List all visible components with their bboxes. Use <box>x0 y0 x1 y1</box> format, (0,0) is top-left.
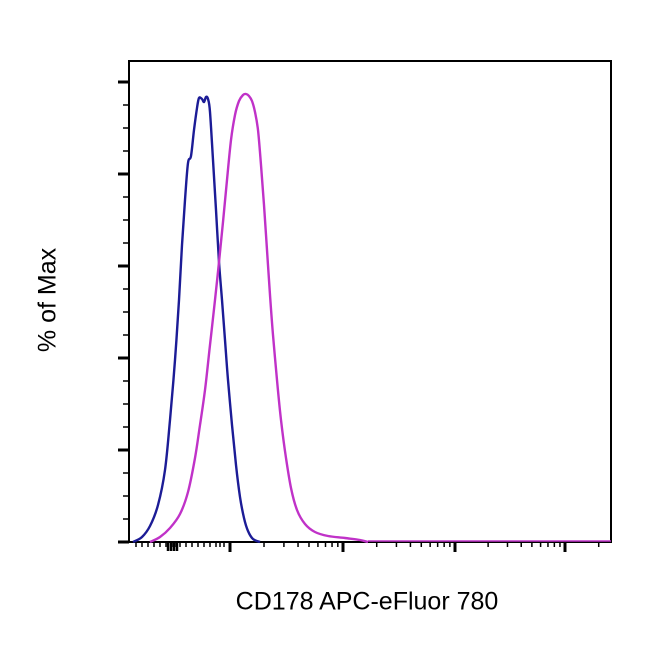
y-axis-label: % of Max <box>33 247 62 353</box>
histogram-series <box>132 92 611 544</box>
x-axis-label: CD178 APC-eFluor 780 <box>235 587 499 616</box>
x-axis-ticks <box>135 542 600 552</box>
y-axis-ticks <box>118 80 129 544</box>
isotype-control-histogram-line <box>132 95 261 544</box>
stained-sample-histogram-line <box>149 92 369 544</box>
plot-frame <box>128 60 612 543</box>
